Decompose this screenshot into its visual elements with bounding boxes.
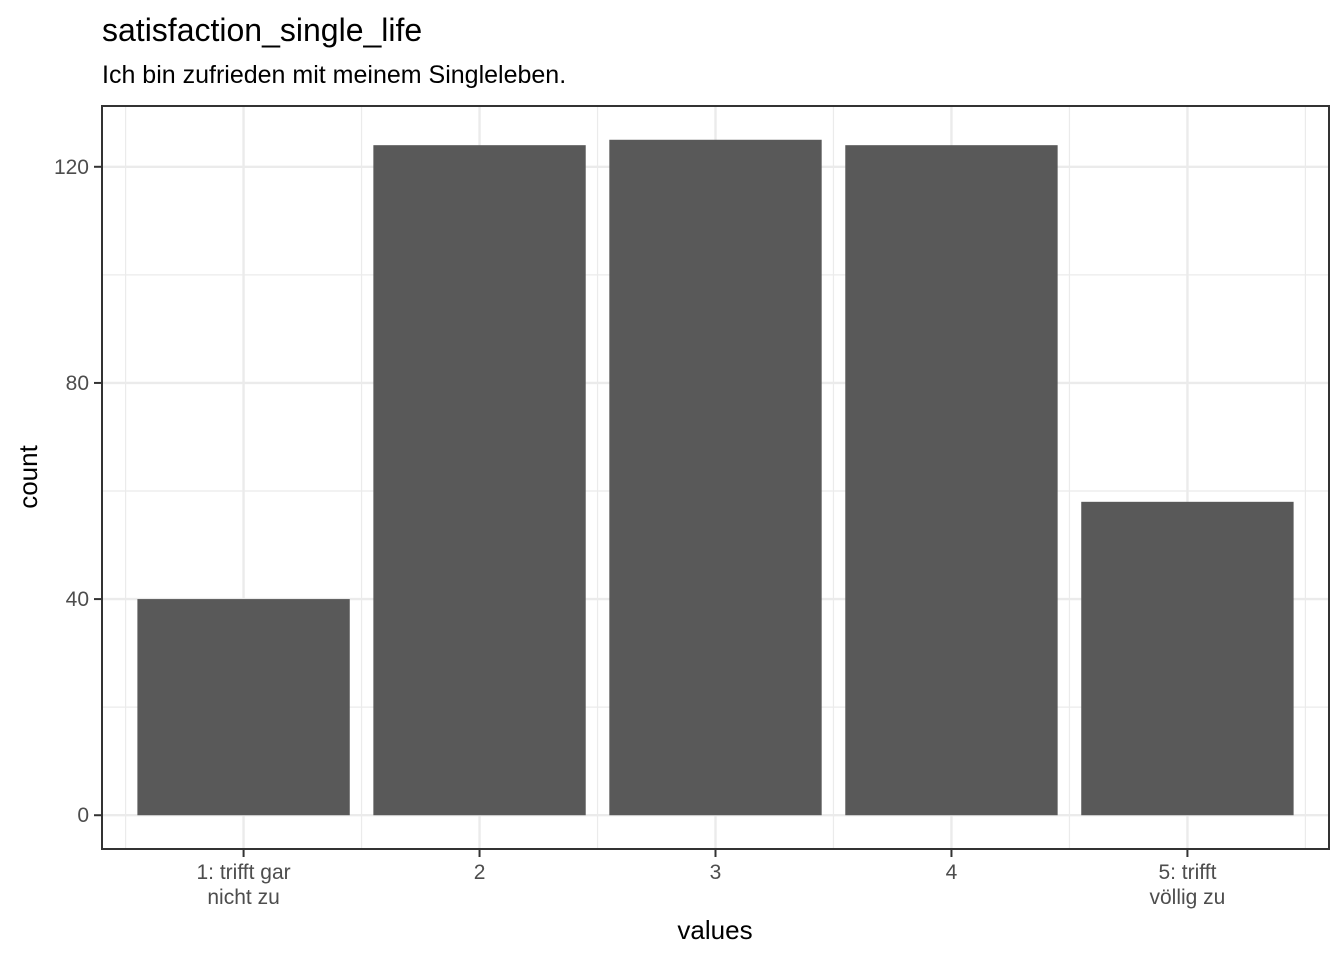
x-axis-title: values [677,915,752,945]
x-tick-label: 3 [710,861,722,884]
bar [845,145,1058,816]
y-tick-label: 80 [66,372,89,395]
bar [609,139,822,816]
x-tick-label: nicht zu [207,886,279,909]
bar [1081,501,1294,816]
x-tick-label: 2 [474,861,486,884]
x-tick-label: 1: trifft gar [196,861,290,884]
y-tick-label: 120 [54,156,89,179]
y-axis-title: count [13,444,43,508]
chart-title: satisfaction_single_life [102,12,422,48]
bar [373,145,586,816]
x-tick-label: 5: trifft [1158,861,1216,884]
chart-subtitle: Ich bin zufrieden mit meinem Singleleben… [102,61,566,89]
bars [137,139,1294,816]
y-tick-label: 0 [77,804,89,827]
x-tick-label: völlig zu [1149,886,1225,909]
x-tick-label: 4 [946,861,958,884]
y-tick-label: 40 [66,588,89,611]
bar [137,599,350,816]
